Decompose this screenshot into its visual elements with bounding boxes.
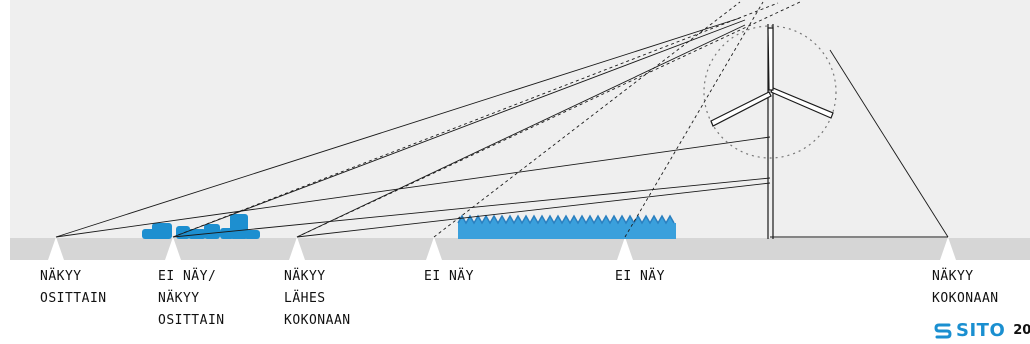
viewpoint-marker-2 (165, 237, 181, 260)
building (204, 224, 220, 239)
label-line: OSITTAIN (40, 291, 107, 306)
viewpoint-marker-3 (289, 237, 305, 260)
sito-logo-mark-icon (934, 323, 952, 338)
label-line: OSITTAIN (158, 313, 225, 328)
building (152, 223, 172, 239)
viewpoint-marker-1 (48, 237, 64, 260)
turbine-blade (767, 27, 774, 91)
sito-logo: SITO 201 (934, 320, 1030, 341)
label-line: NÄKYY (40, 269, 82, 284)
label-line: NÄKYY (284, 269, 326, 284)
label-line: LÄHES (284, 291, 326, 306)
sight-line (296, 24, 746, 238)
building (176, 226, 190, 239)
label-line: EI NÄY/ (158, 269, 217, 284)
sight-line (829, 49, 949, 238)
sight-line (172, 19, 746, 238)
blocked-line (296, 1, 801, 238)
label-line: KOKONAAN (284, 313, 351, 328)
viewpoint-markers (48, 237, 956, 260)
viewpoint-label-4: EI NÄY (424, 266, 474, 288)
viewpoint-marker-6 (940, 237, 956, 260)
sight-line (55, 17, 741, 238)
forest-treetops (457, 214, 675, 225)
building (230, 214, 248, 239)
label-line: EI NÄY (424, 269, 474, 284)
label-line: NÄKYY (158, 291, 200, 306)
viewpoint-marker-5 (617, 237, 633, 260)
viewpoint-marker-4 (426, 237, 442, 260)
turbine-blade (710, 91, 772, 127)
blocked-line (433, 1, 741, 238)
blocked-sight-lines (172, 1, 801, 238)
label-line: KOKONAAN (932, 291, 999, 306)
label-line: EI NÄY (615, 269, 665, 284)
ground-strip (10, 238, 1030, 260)
sight-line (172, 177, 771, 238)
blocked-line (172, 2, 779, 238)
forest (457, 214, 676, 239)
viewpoint-label-2: EI NÄY/ NÄKYY OSITTAIN (158, 266, 225, 332)
viewpoint-label-6: NÄKYY KOKONAAN (932, 266, 999, 310)
building (188, 229, 206, 239)
forest-band (458, 223, 676, 239)
sight-lines (55, 17, 949, 238)
viewpoint-label-5: EI NÄY (615, 266, 665, 288)
buildings (142, 214, 260, 239)
logo-text: SITO (956, 320, 1006, 341)
sight-line (55, 136, 771, 238)
logo-year: 201 (1013, 323, 1030, 338)
building (244, 230, 260, 239)
viewpoint-label-1: NÄKYY OSITTAIN (40, 266, 107, 310)
wind-turbine (710, 24, 834, 239)
sky-area (10, 0, 1030, 240)
viewpoint-label-3: NÄKYY LÄHES KOKONAAN (284, 266, 351, 332)
sight-line (296, 182, 771, 238)
label-line: NÄKYY (932, 269, 974, 284)
rotor-sweep-circle (703, 25, 837, 159)
